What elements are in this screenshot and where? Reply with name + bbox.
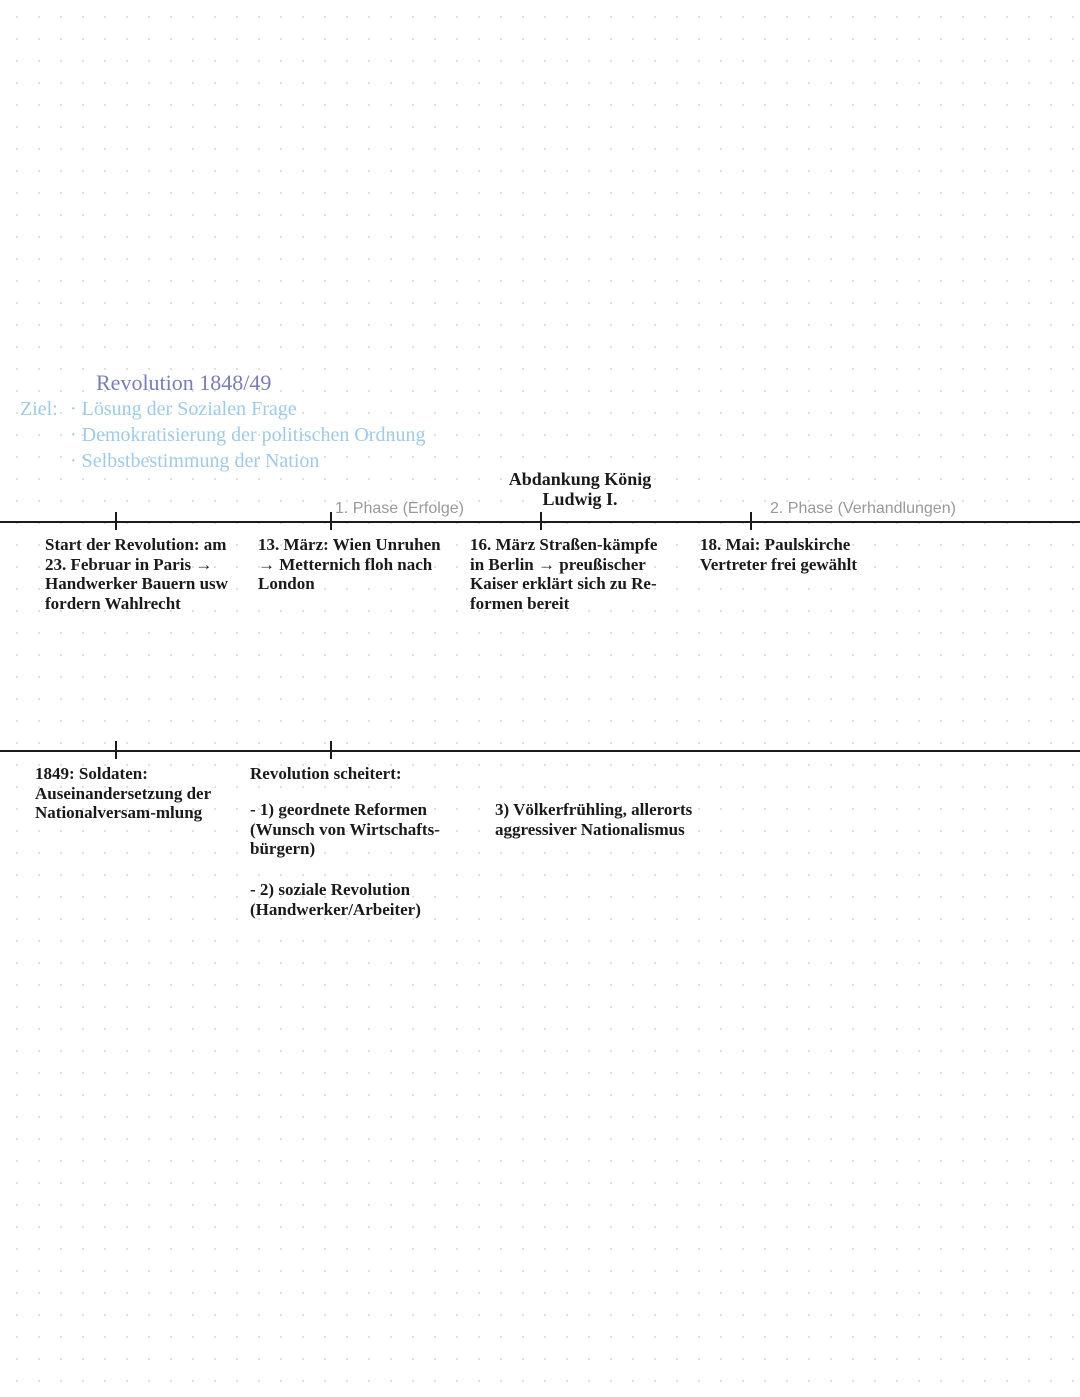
goal-item-1: · Lösung der Sozialen Frage xyxy=(70,398,297,421)
revolution-fails-reason-3: 3) Völkerfrühling, allerorts aggressiver… xyxy=(495,800,695,839)
revolution-fails-reason-2: - 2) soziale Revolution (Handwerker/Arbe… xyxy=(250,880,470,919)
phase-2-label: 2. Phase (Verhandlungen) xyxy=(770,500,956,518)
timeline-2-axis xyxy=(0,750,1080,752)
timeline-1-tick xyxy=(115,512,117,530)
goal-item-3: · Selbstbestimmung der Nation xyxy=(70,450,319,473)
timeline-1-tick xyxy=(540,512,542,530)
timeline-1-tick xyxy=(750,512,752,530)
page-title: Revolution 1848/49 xyxy=(96,370,271,396)
timeline1-event-1: Start der Revolution: am 23. Februar in … xyxy=(45,535,240,613)
goal-item-2: · Demokratisierung der politischen Ordnu… xyxy=(70,424,425,447)
timeline2-event-1: 1849: Soldaten: Auseinandersetzung der N… xyxy=(35,764,230,823)
timeline-2-tick xyxy=(115,741,117,759)
timeline1-event-3: 16. März Straßen-kämpfe in Berlin → preu… xyxy=(470,535,665,613)
revolution-fails-reason-1: - 1) geordnete Reformen (Wunsch von Wirt… xyxy=(250,800,470,859)
timeline-2-tick xyxy=(330,741,332,759)
goal-label: Ziel: xyxy=(20,398,58,421)
timeline1-above-event-3: Abdankung König Ludwig I. xyxy=(480,470,680,510)
timeline-1-tick xyxy=(330,512,332,530)
timeline1-event-2: 13. März: Wien Unruhen → Metternich floh… xyxy=(258,535,453,594)
timeline1-event-4: 18. Mai: Paulskirche Vertreter frei gewä… xyxy=(700,535,910,574)
revolution-fails-title: Revolution scheitert: xyxy=(250,764,480,784)
phase-1-label: 1. Phase (Erfolge) xyxy=(335,500,464,518)
